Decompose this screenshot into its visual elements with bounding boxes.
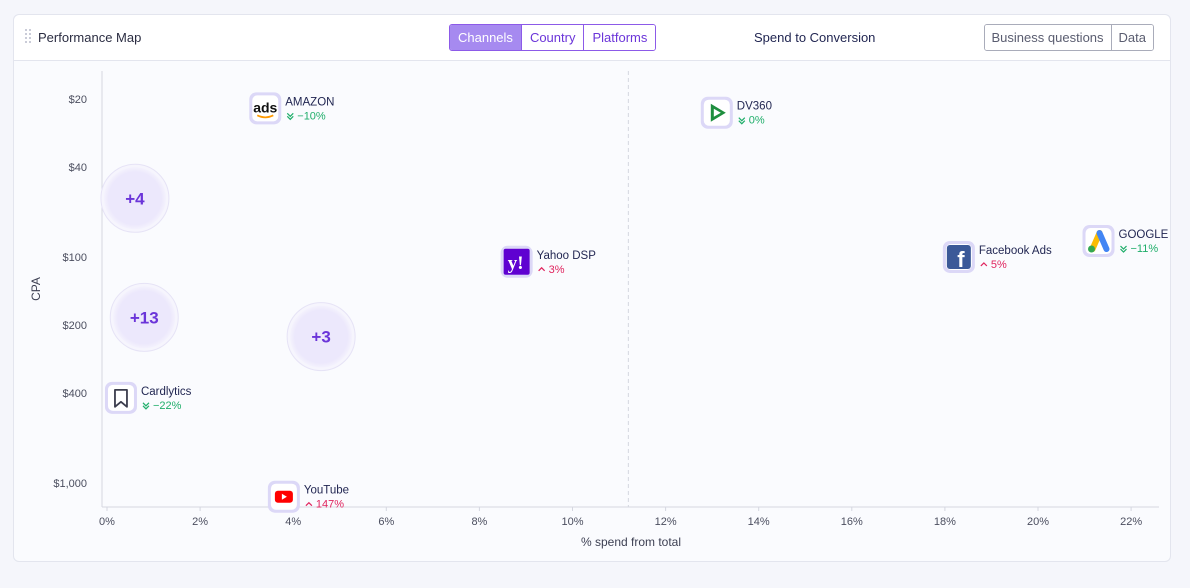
trend-down-icon-2 xyxy=(286,115,294,121)
x-tick-label: 8% xyxy=(471,516,487,528)
amazon-ads-text: ads xyxy=(253,99,277,115)
youtube-icon xyxy=(274,490,293,503)
card-title: Performance Map xyxy=(38,30,142,45)
data-button[interactable]: Data xyxy=(1111,25,1153,50)
point-name: Cardlytics xyxy=(141,386,192,398)
facebook-letter: f xyxy=(957,247,965,272)
x-tick-label: 2% xyxy=(192,516,208,528)
cluster-bubble[interactable]: +13 xyxy=(109,282,179,352)
scatter-chart: 0% 2% 4% 6% 8% 10% 12% 14% 16% 18% 20% 22% $20 $40 $10… xyxy=(29,71,1169,549)
y-tick-label: $40 xyxy=(69,162,87,174)
cluster-circle xyxy=(103,167,166,230)
x-tick-label: 18% xyxy=(934,516,956,528)
point-name: DV360 xyxy=(737,101,772,113)
bookmark-icon xyxy=(114,388,128,408)
dv360-play-inner xyxy=(713,108,721,117)
point-amazon[interactable]: ads AMAZON −10% xyxy=(249,92,334,125)
action-buttons: Business questions Data xyxy=(983,24,1154,51)
trend-up-icon xyxy=(538,266,546,272)
cluster-label: +3 xyxy=(311,328,330,347)
business-questions-button[interactable]: Business questions xyxy=(984,25,1112,50)
point-google[interactable]: GOOGLE −11% xyxy=(1082,225,1169,258)
tab-country[interactable]: Country xyxy=(521,25,585,50)
cluster-circle xyxy=(290,305,353,368)
cluster-bubble[interactable]: +3 xyxy=(286,302,356,372)
trend-down-icon-2 xyxy=(142,405,150,410)
cluster-bubble[interactable]: +4 xyxy=(100,163,170,233)
x-tick-label: 14% xyxy=(748,516,770,528)
amazon-smile xyxy=(256,114,274,119)
chart-title: Spend to Conversion xyxy=(754,30,876,45)
tab-platforms[interactable]: Platforms xyxy=(584,25,656,50)
point-change: 0% xyxy=(749,115,765,127)
point-name: AMAZON xyxy=(285,96,334,108)
icon-inner xyxy=(252,95,279,122)
dv360-icon xyxy=(704,100,729,125)
point-change: 5% xyxy=(991,259,1007,271)
trend-up-icon xyxy=(305,501,313,507)
icon-inner xyxy=(107,384,134,411)
google-ads-icon xyxy=(1088,230,1110,253)
trend-up-icon xyxy=(980,262,988,267)
point-change: 147% xyxy=(316,499,344,511)
x-tick-label: 0% xyxy=(99,516,115,528)
y-tick-label: $100 xyxy=(63,252,87,264)
trend-down-icon xyxy=(142,402,150,407)
trend-down-icon-2 xyxy=(1120,248,1127,253)
x-tick-label: 6% xyxy=(378,516,394,528)
trend-down-icon xyxy=(286,112,294,118)
x-axis-label: % spend from total xyxy=(581,535,681,549)
x-tick-label: 10% xyxy=(561,516,583,528)
y-tick-label: $20 xyxy=(69,94,87,106)
amazon-ads-icon: ads xyxy=(253,99,278,119)
bookmark-shape xyxy=(114,388,128,408)
cluster-label: +13 xyxy=(130,308,159,327)
facebook-bg xyxy=(946,244,971,269)
facebook-icon: f xyxy=(946,244,971,272)
trend-down-icon xyxy=(1120,245,1127,250)
x-tick-label: 12% xyxy=(655,516,677,528)
y-tick-label: $1,000 xyxy=(53,478,87,490)
youtube-play xyxy=(281,493,287,500)
cluster-circle xyxy=(113,286,176,349)
gads-blue xyxy=(1096,230,1110,253)
point-name: GOOGLE xyxy=(1119,229,1169,241)
yahoo-letter: y! xyxy=(508,253,524,274)
yahoo-bg xyxy=(503,248,530,275)
trend-down-icon xyxy=(738,117,746,122)
point-facebook-ads[interactable]: f Facebook Ads 5% xyxy=(942,240,1052,273)
point-change: 3% xyxy=(549,264,565,276)
card-header: Performance Map Channels Country Platfor… xyxy=(14,15,1170,61)
point-youtube[interactable]: YouTube 147% xyxy=(267,480,349,513)
point-change: −22% xyxy=(153,400,182,412)
gads-green xyxy=(1088,245,1096,253)
view-tabs: Channels Country Platforms xyxy=(449,24,657,51)
y-tick-label: $200 xyxy=(63,320,87,332)
cluster-label: +4 xyxy=(125,189,145,208)
trend-down-icon-2 xyxy=(738,120,746,125)
point-name: Yahoo DSP xyxy=(537,250,597,262)
point-name: YouTube xyxy=(304,485,349,497)
x-tick-label: 22% xyxy=(1120,516,1142,528)
performance-map-card: Performance Map Channels Country Platfor… xyxy=(13,14,1171,562)
point-change: −10% xyxy=(297,110,326,122)
y-axis-label: CPA xyxy=(29,277,43,301)
point-change: −11% xyxy=(1131,243,1159,255)
drag-handle-icon[interactable] xyxy=(25,29,33,45)
point-yahoo-dsp[interactable]: y! Yahoo DSP 3% xyxy=(500,245,597,278)
tab-channels[interactable]: Channels xyxy=(450,25,522,50)
point-name: Facebook Ads xyxy=(979,245,1052,257)
x-tick-label: 16% xyxy=(841,516,863,528)
y-tick-label: $400 xyxy=(63,388,87,400)
point-dv360[interactable]: DV360 0% xyxy=(700,96,772,129)
x-tick-label: 20% xyxy=(1027,516,1049,528)
point-cardlytics[interactable]: Cardlytics −22% xyxy=(104,381,192,414)
x-tick-label: 4% xyxy=(285,516,301,528)
yahoo-icon: y! xyxy=(503,248,530,275)
